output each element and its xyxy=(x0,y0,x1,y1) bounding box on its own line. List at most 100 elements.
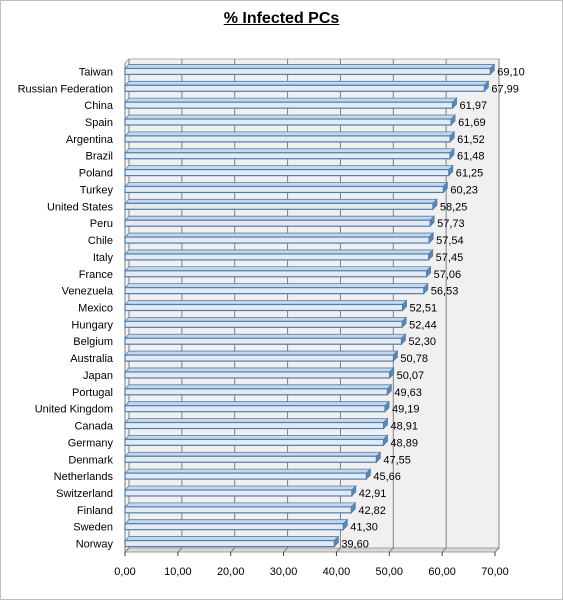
value-label: 50,78 xyxy=(400,353,428,365)
x-tick-label: 50,00 xyxy=(376,566,404,578)
value-label: 48,91 xyxy=(391,421,419,433)
gridline-depth xyxy=(441,547,447,553)
value-label: 52,51 xyxy=(410,303,438,315)
category-label: Taiwan xyxy=(79,66,113,78)
bar xyxy=(124,236,430,244)
x-tick-label: 30,00 xyxy=(270,566,298,578)
bar-top-face xyxy=(124,468,372,474)
category-label: United States xyxy=(47,201,114,213)
value-label: 61,69 xyxy=(458,117,486,129)
category-label: Brazil xyxy=(85,151,113,163)
bar xyxy=(124,219,431,227)
bar-top-face xyxy=(124,316,408,322)
bar xyxy=(124,118,452,126)
bar xyxy=(124,84,485,92)
value-label: 61,97 xyxy=(460,100,488,112)
category-label: Norway xyxy=(76,539,114,551)
value-label: 49,19 xyxy=(392,404,420,416)
x-tick-label: 60,00 xyxy=(428,566,456,578)
bar xyxy=(124,169,450,177)
category-label: Hungary xyxy=(71,319,113,331)
bar-top-face xyxy=(124,485,357,491)
bar-top-face xyxy=(124,232,435,238)
category-label: Canada xyxy=(74,421,113,433)
value-label: 42,91 xyxy=(359,488,387,500)
value-label: 69,10 xyxy=(497,66,525,78)
value-label: 57,73 xyxy=(437,218,465,230)
bar xyxy=(124,421,385,430)
value-label: 49,63 xyxy=(394,387,422,399)
bar xyxy=(124,438,385,446)
x-tick-label: 40,00 xyxy=(323,566,351,578)
bar-top-face xyxy=(124,165,454,171)
bar-top-face xyxy=(124,350,399,356)
value-label: 57,06 xyxy=(434,269,462,281)
value-label: 41,30 xyxy=(350,522,378,534)
bar-top-face xyxy=(124,333,407,339)
gridline-depth xyxy=(388,547,394,553)
category-label: Turkey xyxy=(80,184,114,196)
gridline-depth xyxy=(177,547,183,553)
bar-top-face xyxy=(124,148,455,154)
bar xyxy=(124,135,451,143)
value-label: 61,52 xyxy=(457,134,485,146)
category-label: Spain xyxy=(85,117,113,129)
bar xyxy=(124,472,367,480)
bar xyxy=(124,287,425,295)
category-label: Belgium xyxy=(73,336,113,348)
bar xyxy=(124,455,377,463)
bar xyxy=(124,388,388,396)
category-label: Netherlands xyxy=(54,471,114,483)
value-label: 42,82 xyxy=(358,505,386,517)
bar xyxy=(124,354,395,362)
category-label: Japan xyxy=(83,370,113,382)
bar-top-face xyxy=(124,300,408,305)
x-tick-label: 20,00 xyxy=(217,566,245,578)
value-label: 52,44 xyxy=(409,319,437,331)
gridline-depth xyxy=(230,547,236,553)
category-label: Mexico xyxy=(78,303,113,315)
value-label: 50,07 xyxy=(397,370,425,382)
x-tick-label: 10,00 xyxy=(164,566,192,578)
gridline-depth xyxy=(336,547,341,553)
bar xyxy=(124,489,353,497)
gridline-depth xyxy=(494,547,500,553)
category-label: Finland xyxy=(77,505,113,517)
value-label: 58,25 xyxy=(440,201,468,213)
chart-title: % Infected PCs xyxy=(223,10,340,27)
bar xyxy=(124,337,403,345)
bar xyxy=(124,371,391,379)
bar xyxy=(124,202,434,210)
value-label: 60,23 xyxy=(450,184,478,196)
bar-top-face xyxy=(124,502,357,508)
category-label: Venezuela xyxy=(62,286,114,298)
bar xyxy=(124,185,444,194)
value-label: 57,45 xyxy=(436,252,464,264)
bar-top-face xyxy=(124,266,432,272)
value-label: 47,55 xyxy=(383,454,411,466)
value-label: 57,54 xyxy=(436,235,464,247)
bar-top-face xyxy=(124,451,382,457)
category-label: Sweden xyxy=(73,522,113,534)
category-label: Denmark xyxy=(68,454,113,466)
value-label: 48,89 xyxy=(390,437,418,449)
category-label: France xyxy=(79,269,113,281)
category-label: Argentina xyxy=(66,134,114,146)
bar xyxy=(124,67,491,76)
bar-top-face xyxy=(124,249,434,255)
value-label: 61,25 xyxy=(456,168,484,180)
x-tick-label: 0,00 xyxy=(114,566,135,578)
category-label: Chile xyxy=(88,235,113,247)
category-label: Peru xyxy=(90,218,113,230)
bar xyxy=(124,253,430,261)
bar xyxy=(124,539,335,548)
value-label: 67,99 xyxy=(491,83,519,95)
category-label: Germany xyxy=(68,437,114,449)
category-label: Portugal xyxy=(72,387,113,399)
bar xyxy=(124,101,454,109)
x-tick-label: 70,00 xyxy=(481,566,509,578)
gridline-depth xyxy=(283,547,288,553)
bar-top-face xyxy=(124,434,389,440)
bar-top-face xyxy=(124,215,436,221)
